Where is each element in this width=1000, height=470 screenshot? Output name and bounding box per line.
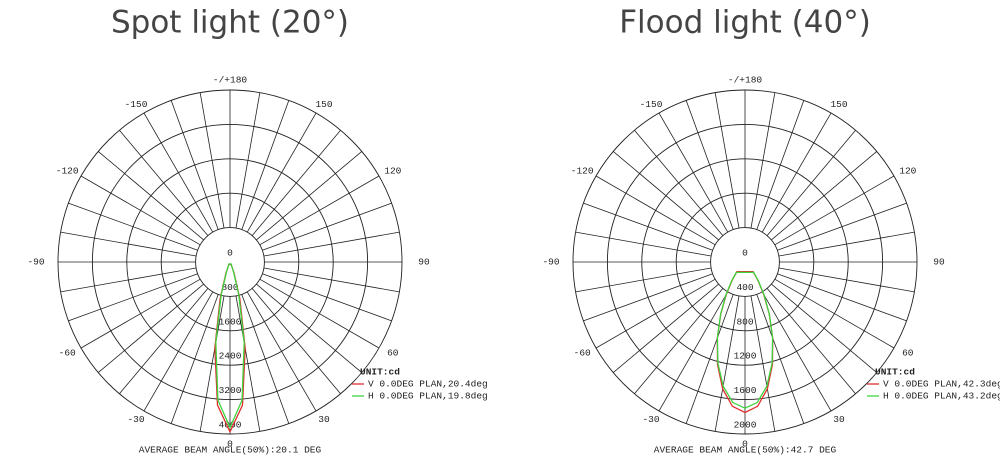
r-tick-label: 2000 xyxy=(734,420,757,431)
theta-tick-label: 120 xyxy=(899,166,916,177)
theta-tick-label: 30 xyxy=(318,414,330,425)
theta-tick-label: -30 xyxy=(642,414,659,425)
theta-tick-label: -60 xyxy=(574,348,591,359)
grid-ring xyxy=(641,158,849,366)
legend-label: H 0.0DEG PLAN,19.8deg xyxy=(368,391,488,402)
r-tick-label: 400 xyxy=(736,282,753,293)
theta-tick-label: -150 xyxy=(125,99,148,110)
theta-tick-label: -120 xyxy=(571,166,594,177)
r-tick-label: 1200 xyxy=(734,351,757,362)
r-tick-label: 1600 xyxy=(734,385,757,396)
theta-tick-label: 0 xyxy=(227,439,233,450)
r-tick-label: 1600 xyxy=(219,316,242,327)
theta-tick-label: -60 xyxy=(59,348,76,359)
theta-tick-label: 30 xyxy=(833,414,845,425)
theta-tick-label: -150 xyxy=(640,99,663,110)
chart-title: Spot light (20°) xyxy=(111,5,349,41)
theta-tick-label: -90 xyxy=(542,257,559,268)
theta-tick-label: 90 xyxy=(418,257,430,268)
polar-chart: Flood light (40°)0400800120016002000-/+1… xyxy=(542,5,1000,456)
r-tick-label: 3200 xyxy=(219,385,242,396)
unit-label: UNIT:cd xyxy=(360,367,400,378)
footnote: AVERAGE BEAM ANGLE(50%):20.1 DEG xyxy=(139,445,322,456)
r-tick-label: 800 xyxy=(221,282,238,293)
legend-label: V 0.0DEG PLAN,42.3deg xyxy=(883,379,1000,390)
theta-tick-label: 0 xyxy=(742,439,748,450)
unit-label: UNIT:cd xyxy=(875,367,915,378)
theta-tick-label: -/+180 xyxy=(213,75,248,86)
grid-ring xyxy=(675,192,815,332)
grid-ring xyxy=(160,192,300,332)
series-line xyxy=(716,271,774,409)
theta-tick-label: 90 xyxy=(933,257,945,268)
grid-ring xyxy=(57,89,403,435)
footnote: AVERAGE BEAM ANGLE(50%):42.7 DEG xyxy=(654,445,837,456)
theta-tick-label: -30 xyxy=(127,414,144,425)
grid-ring xyxy=(195,227,265,297)
legend-label: H 0.0DEG PLAN,43.2deg xyxy=(883,391,1000,402)
theta-tick-label: 120 xyxy=(384,166,401,177)
series-line xyxy=(215,263,245,430)
r-tick-label: 4000 xyxy=(219,420,242,431)
theta-tick-label: -120 xyxy=(56,166,79,177)
grid-ring xyxy=(710,227,780,297)
r-tick-label: 0 xyxy=(227,248,233,259)
grid-ring xyxy=(572,89,918,435)
grid-ring xyxy=(126,158,334,366)
theta-tick-label: 60 xyxy=(902,348,914,359)
theta-tick-label: -90 xyxy=(27,257,44,268)
polar-chart: Spot light (20°) 0 800 1600 2400 3200 4000 -/+1… xyxy=(27,5,487,456)
r-tick-label: 800 xyxy=(736,316,753,327)
chart-title: Flood light (40°) xyxy=(619,5,871,41)
theta-tick-label: 150 xyxy=(315,99,332,110)
r-tick-label: 2400 xyxy=(219,351,242,362)
r-tick-label: 0 xyxy=(742,248,748,259)
theta-tick-label: 150 xyxy=(830,99,847,110)
theta-tick-label: -/+180 xyxy=(728,75,763,86)
theta-tick-label: 60 xyxy=(387,348,399,359)
grid-ring xyxy=(91,123,369,401)
legend-label: V 0.0DEG PLAN,20.4deg xyxy=(368,379,488,390)
grid-ring xyxy=(606,123,884,401)
